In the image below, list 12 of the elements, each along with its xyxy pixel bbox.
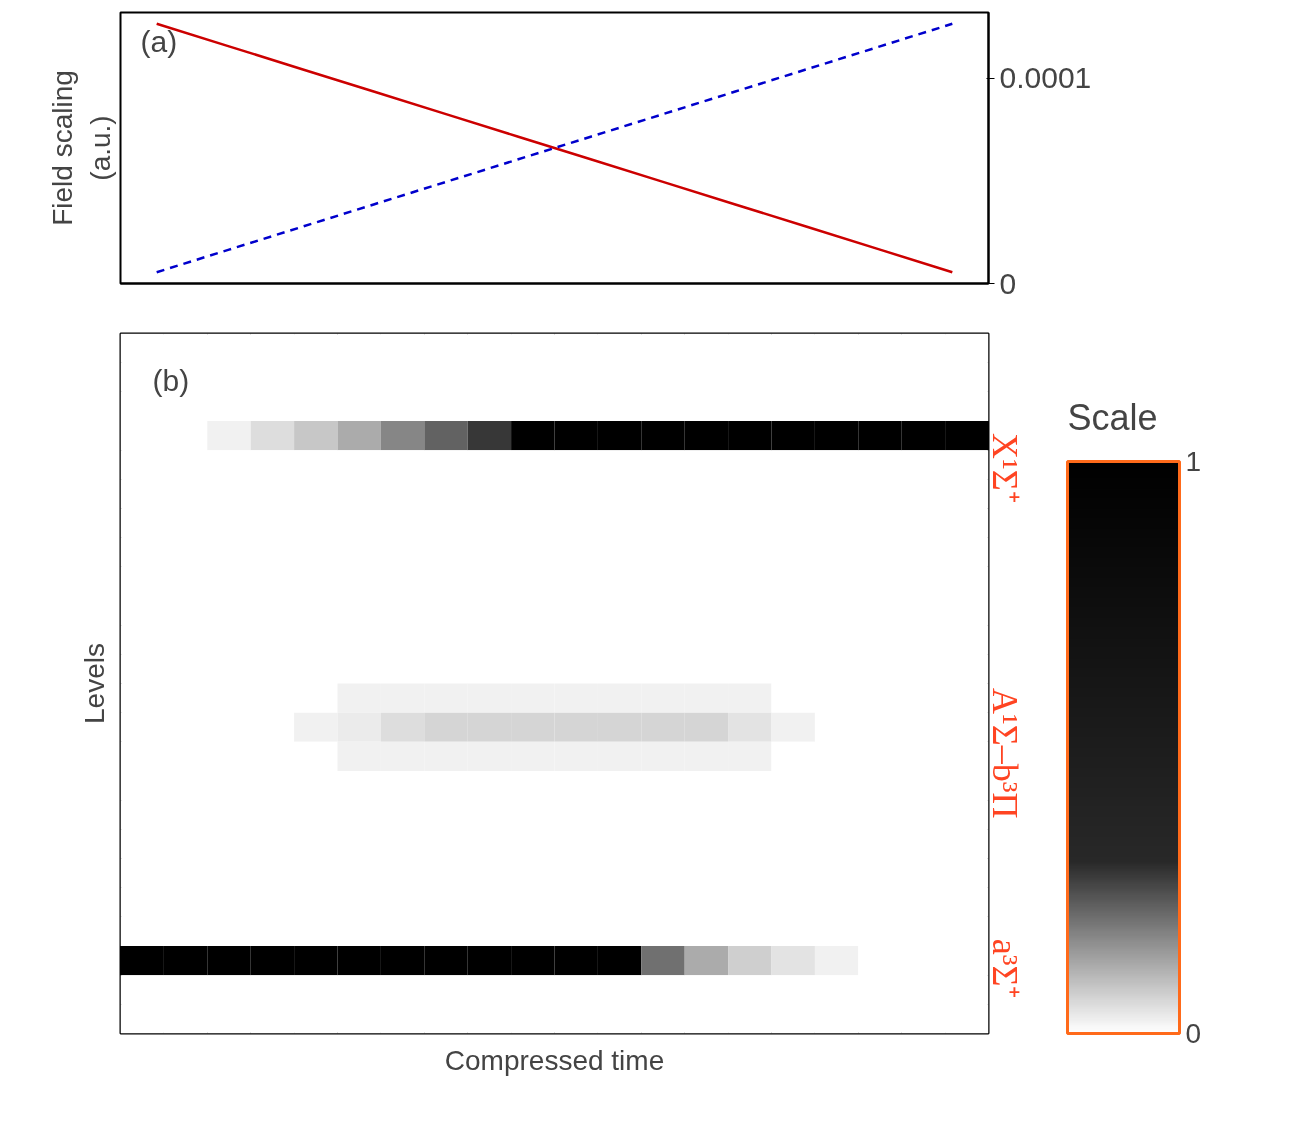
annotation: (a) bbox=[140, 24, 178, 58]
y-axis-title: Field scaling (a.u.) bbox=[47, 70, 116, 226]
annotation: A¹Σ–b³Π bbox=[984, 688, 1025, 819]
annotation: (b) bbox=[152, 363, 190, 397]
y-axis-title: Levels bbox=[78, 643, 110, 724]
x-axis-title: Compressed time bbox=[444, 1044, 665, 1076]
annotation: a³Σ⁺ bbox=[984, 938, 1025, 999]
color-bar-label: 1 bbox=[1185, 446, 1202, 477]
color-bar-label: 0 bbox=[1185, 1018, 1202, 1049]
annotation: X¹Σ⁺ bbox=[984, 432, 1025, 503]
y-tick-label: 0.0001 bbox=[999, 61, 1092, 95]
color-bar-title: Scale bbox=[1067, 396, 1158, 438]
